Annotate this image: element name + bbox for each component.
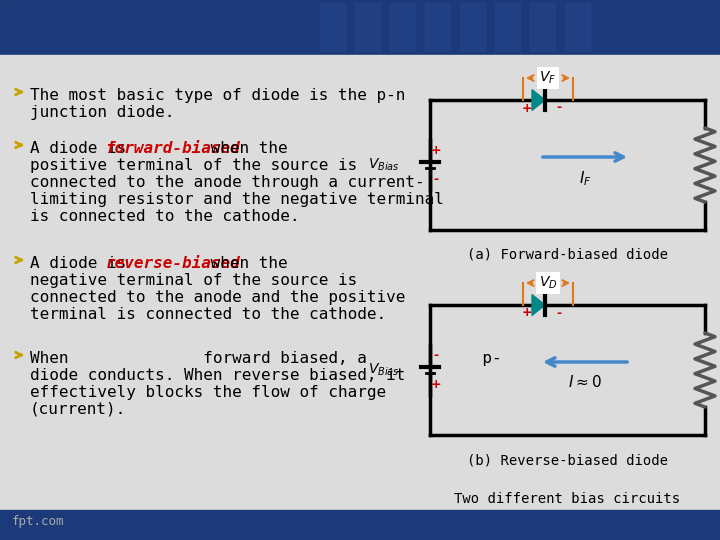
Text: negative terminal of the source is: negative terminal of the source is (30, 273, 357, 288)
Polygon shape (532, 90, 545, 110)
Text: (current).: (current). (30, 402, 126, 417)
Text: +: + (522, 307, 532, 320)
Polygon shape (532, 295, 545, 315)
Text: $I \approx 0$: $I \approx 0$ (568, 374, 602, 390)
Bar (0, 0, 720, 55)
Text: $V_D$: $V_D$ (539, 275, 557, 291)
Text: $V_{Bias}$: $V_{Bias}$ (369, 157, 400, 173)
Text: R: R (719, 361, 720, 379)
Text: -: - (557, 102, 562, 114)
Text: A diode is: A diode is (30, 141, 136, 156)
Bar (425, 3, 450, 51)
Text: forward-biased: forward-biased (105, 141, 240, 156)
Text: -: - (433, 172, 438, 186)
Text: R: R (719, 156, 720, 174)
Text: connected to the anode and the positive: connected to the anode and the positive (30, 290, 405, 305)
Text: $V_F$: $V_F$ (539, 70, 557, 86)
Text: (b) Reverse-biased diode: (b) Reverse-biased diode (467, 453, 668, 467)
Bar (320, 3, 345, 51)
Bar (530, 3, 555, 51)
Text: (a) Forward-biased diode: (a) Forward-biased diode (467, 248, 668, 262)
Text: When              forward biased, a            p-: When forward biased, a p- (30, 351, 502, 366)
Text: Two different bias circuits: Two different bias circuits (454, 492, 680, 506)
Text: +: + (431, 377, 441, 390)
Bar (0, 510, 720, 540)
Text: effectively blocks the flow of charge: effectively blocks the flow of charge (30, 385, 386, 400)
Text: when the: when the (202, 256, 288, 271)
Text: reverse-biased: reverse-biased (105, 256, 240, 271)
Bar (0, 55, 720, 535)
Bar (565, 3, 590, 51)
Text: fpt.com: fpt.com (12, 516, 65, 529)
Bar (390, 3, 415, 51)
Bar (355, 3, 380, 51)
Text: limiting resistor and the negative terminal: limiting resistor and the negative termi… (30, 192, 444, 207)
Text: is connected to the cathode.: is connected to the cathode. (30, 209, 300, 224)
Text: terminal is connected to the cathode.: terminal is connected to the cathode. (30, 307, 386, 322)
Text: connected to the anode through a current-: connected to the anode through a current… (30, 175, 425, 190)
Text: diode conducts. When reverse biased, it: diode conducts. When reverse biased, it (30, 368, 405, 383)
Bar (460, 3, 485, 51)
Text: A diode is: A diode is (30, 256, 136, 271)
Text: $V_{Bias}$: $V_{Bias}$ (369, 362, 400, 378)
Text: +: + (431, 145, 441, 158)
Text: +: + (522, 102, 532, 114)
Text: when the: when the (202, 141, 288, 156)
Text: -: - (557, 307, 562, 320)
Text: junction diode.: junction diode. (30, 105, 174, 120)
Text: The most basic type of diode is the p-n: The most basic type of diode is the p-n (30, 88, 405, 103)
Text: positive terminal of the source is: positive terminal of the source is (30, 158, 357, 173)
Text: $I_F$: $I_F$ (579, 169, 591, 188)
Bar (495, 3, 520, 51)
Text: -: - (433, 349, 438, 362)
